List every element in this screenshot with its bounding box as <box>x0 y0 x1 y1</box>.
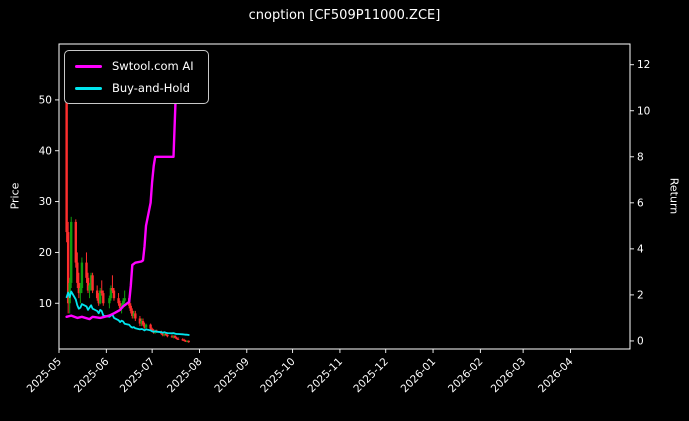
x-tick-label: 2025-10 <box>258 356 298 396</box>
candle-body <box>123 298 126 301</box>
candle-body <box>163 333 166 336</box>
candle-body <box>99 290 102 304</box>
candle-body <box>144 324 148 328</box>
return-tick-label: 8 <box>637 151 644 163</box>
price-axis: 10 20 30 40 50 <box>39 94 59 310</box>
candle-body <box>172 335 175 337</box>
candle-body <box>108 298 111 304</box>
return-axis: 0 2 4 6 8 10 12 <box>630 59 650 347</box>
candle-body <box>132 313 136 316</box>
candle-body <box>74 221 77 263</box>
candle-body <box>70 221 73 283</box>
candle-body <box>118 303 122 309</box>
candle-body <box>117 298 120 304</box>
candle-body <box>182 339 186 341</box>
legend-label-buyhold: Buy-and-Hold <box>112 81 190 95</box>
x-tick-label: 2026-01 <box>399 356 439 396</box>
x-tick-label: 2025-06 <box>72 355 112 395</box>
candle-body <box>79 288 82 294</box>
candle-body <box>131 310 134 316</box>
price-axis-label: Price <box>8 182 22 210</box>
buyhold-return-line <box>65 290 190 336</box>
legend-item-ai: Swtool.com AI <box>75 59 194 73</box>
legend-item-buyhold: Buy-and-Hold <box>75 81 194 95</box>
candle-body <box>95 290 99 299</box>
buyhold-line-swatch <box>75 86 102 90</box>
x-tick-label: 2025-08 <box>165 356 205 396</box>
legend: Swtool.com AI Buy-and-Hold <box>64 50 209 104</box>
candle-body <box>97 298 100 304</box>
candle-body <box>150 328 154 332</box>
x-tick-label: 2025-11 <box>306 356 346 396</box>
price-tick-label: 30 <box>39 196 52 208</box>
candle-body <box>181 339 184 341</box>
legend-label-ai: Swtool.com AI <box>112 59 194 73</box>
candle-body <box>161 333 165 336</box>
candle-body <box>166 334 169 337</box>
candle-body <box>129 305 132 311</box>
return-tick-label: 4 <box>637 243 644 255</box>
x-tick-label: 2025-05 <box>25 356 65 396</box>
candle-body <box>143 324 146 328</box>
x-tick-label: 2026-04 <box>536 355 576 395</box>
x-tick-label: 2025-07 <box>118 356 158 396</box>
plot-frame <box>58 43 631 350</box>
candle-body <box>121 300 125 306</box>
price-tick-label: 40 <box>39 145 52 157</box>
candles-layer <box>65 64 190 343</box>
candle-body <box>170 336 174 338</box>
candle-body <box>86 277 90 291</box>
candle-body <box>102 293 105 304</box>
candle-body <box>184 340 187 342</box>
return-axis-label: Return <box>667 177 681 215</box>
candle-body <box>149 324 152 329</box>
page-title: cnoption [CF509P11000.ZCE] <box>248 8 441 23</box>
candle-body <box>77 282 81 294</box>
candle-body <box>140 321 143 324</box>
candle-body <box>80 262 84 288</box>
x-tick-label: 2025-12 <box>351 356 391 396</box>
return-tick-label: 10 <box>637 105 650 117</box>
candle-body <box>134 313 137 319</box>
candle-body <box>100 290 103 294</box>
return-tick-label: 12 <box>637 59 650 71</box>
candle-body <box>173 335 177 338</box>
candle-body <box>175 337 178 339</box>
x-tick-label: 2026-03 <box>489 356 529 396</box>
candle-body <box>186 340 189 342</box>
ai-return-line <box>65 70 184 321</box>
x-tick-label: 2025-09 <box>212 356 252 396</box>
return-tick-label: 6 <box>637 197 644 209</box>
candle-body <box>85 262 88 278</box>
candle-body <box>187 340 190 342</box>
price-tick-label: 50 <box>39 94 52 106</box>
candle-body <box>109 288 113 299</box>
candle-body <box>76 262 79 283</box>
x-axis: 2025-05 2025-06 2025-07 2025-08 2025-09 2025-… <box>25 349 576 395</box>
candle-body <box>112 290 116 299</box>
candle-body <box>89 275 93 286</box>
candle-body <box>91 275 94 291</box>
price-tick-label: 10 <box>39 298 52 310</box>
ai-line-swatch <box>75 64 102 68</box>
candle-body <box>176 338 180 340</box>
candle-body <box>141 321 145 325</box>
candle-body <box>88 285 91 291</box>
candle-body <box>138 318 142 324</box>
candle-body <box>111 288 114 291</box>
price-tick-label: 20 <box>39 247 52 259</box>
candle-body <box>66 232 70 304</box>
return-tick-label: 2 <box>637 289 644 301</box>
candle-body <box>164 333 168 335</box>
return-tick-label: 0 <box>637 335 644 347</box>
candle-body <box>68 282 71 304</box>
x-tick-label: 2026-02 <box>446 356 486 396</box>
candle-body <box>65 99 68 233</box>
